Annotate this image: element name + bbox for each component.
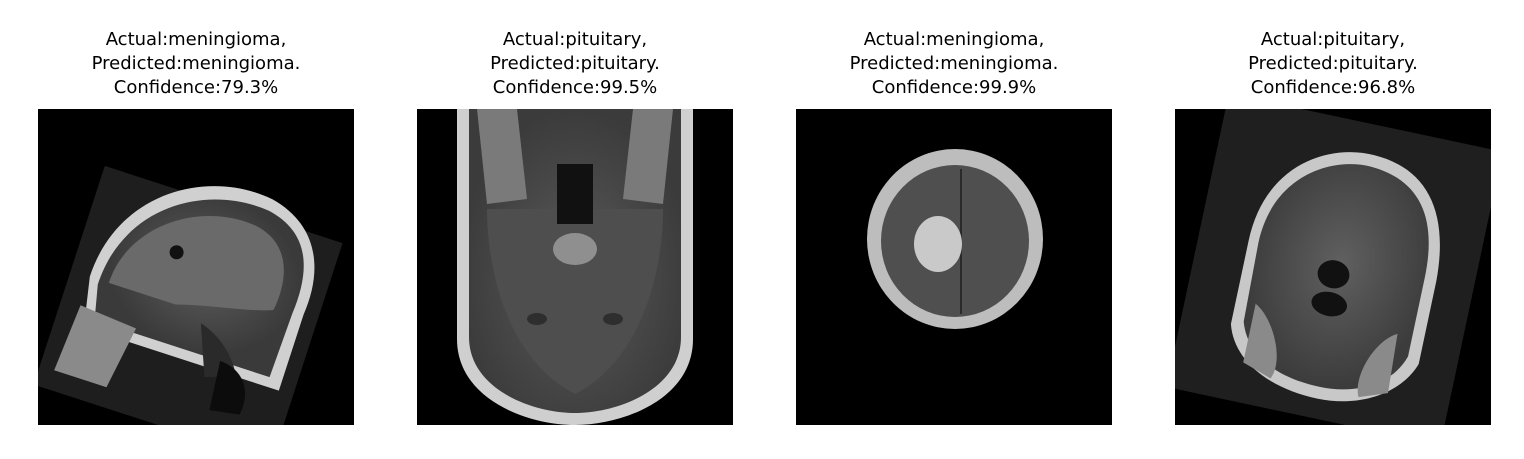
confidence-label: Confidence:99.5% xyxy=(492,77,658,98)
actual-label: Actual:meningioma, xyxy=(863,29,1045,50)
mri-scan-image xyxy=(796,109,1112,425)
confidence-label: Confidence:79.3% xyxy=(113,77,279,98)
predicted-label: Predicted:pituitary. xyxy=(490,53,660,74)
panel-title: Actual:pituitary, Predicted:pituitary. C… xyxy=(1135,28,1524,100)
panel-title: Actual:meningioma, Predicted:meningioma.… xyxy=(0,28,394,100)
actual-label: Actual:meningioma, xyxy=(105,29,287,50)
actual-label: Actual:pituitary, xyxy=(502,29,648,50)
mri-scan-image xyxy=(38,109,354,425)
confidence-label: Confidence:96.8% xyxy=(1250,77,1416,98)
confidence-label: Confidence:99.9% xyxy=(871,77,1037,98)
mri-scan-image xyxy=(1175,109,1491,425)
panel-title: Actual:pituitary, Predicted:pituitary. C… xyxy=(377,28,773,100)
predicted-label: Predicted:pituitary. xyxy=(1248,53,1418,74)
predicted-label: Predicted:meningioma. xyxy=(91,53,301,74)
predicted-label: Predicted:meningioma. xyxy=(849,53,1059,74)
mri-scan-image xyxy=(417,109,733,425)
actual-label: Actual:pituitary, xyxy=(1260,29,1406,50)
panel-title: Actual:meningioma, Predicted:meningioma.… xyxy=(756,28,1152,100)
